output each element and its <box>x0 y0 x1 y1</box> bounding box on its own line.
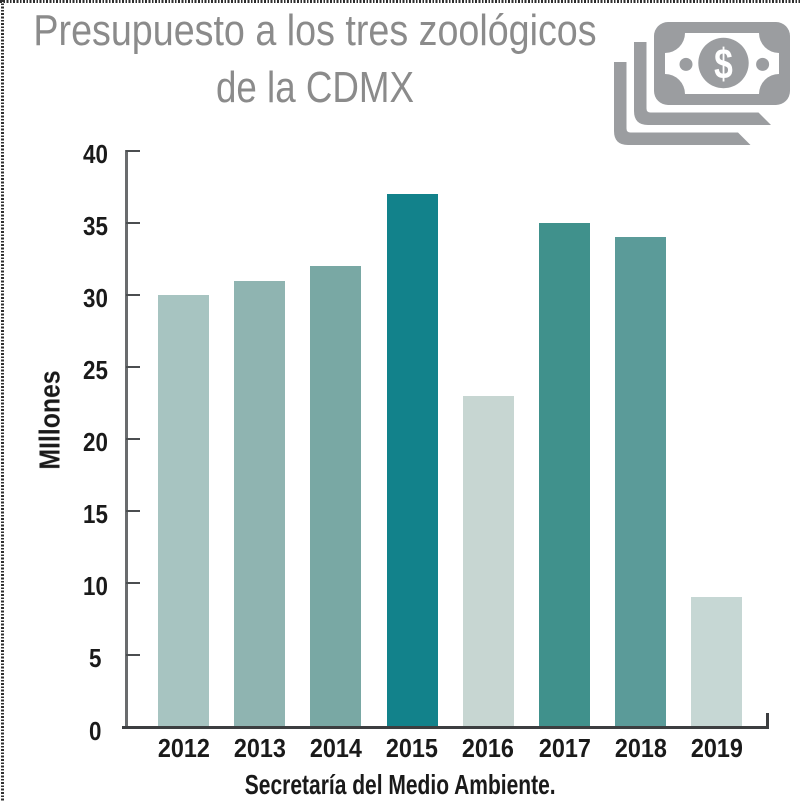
svg-text:$: $ <box>714 41 733 89</box>
